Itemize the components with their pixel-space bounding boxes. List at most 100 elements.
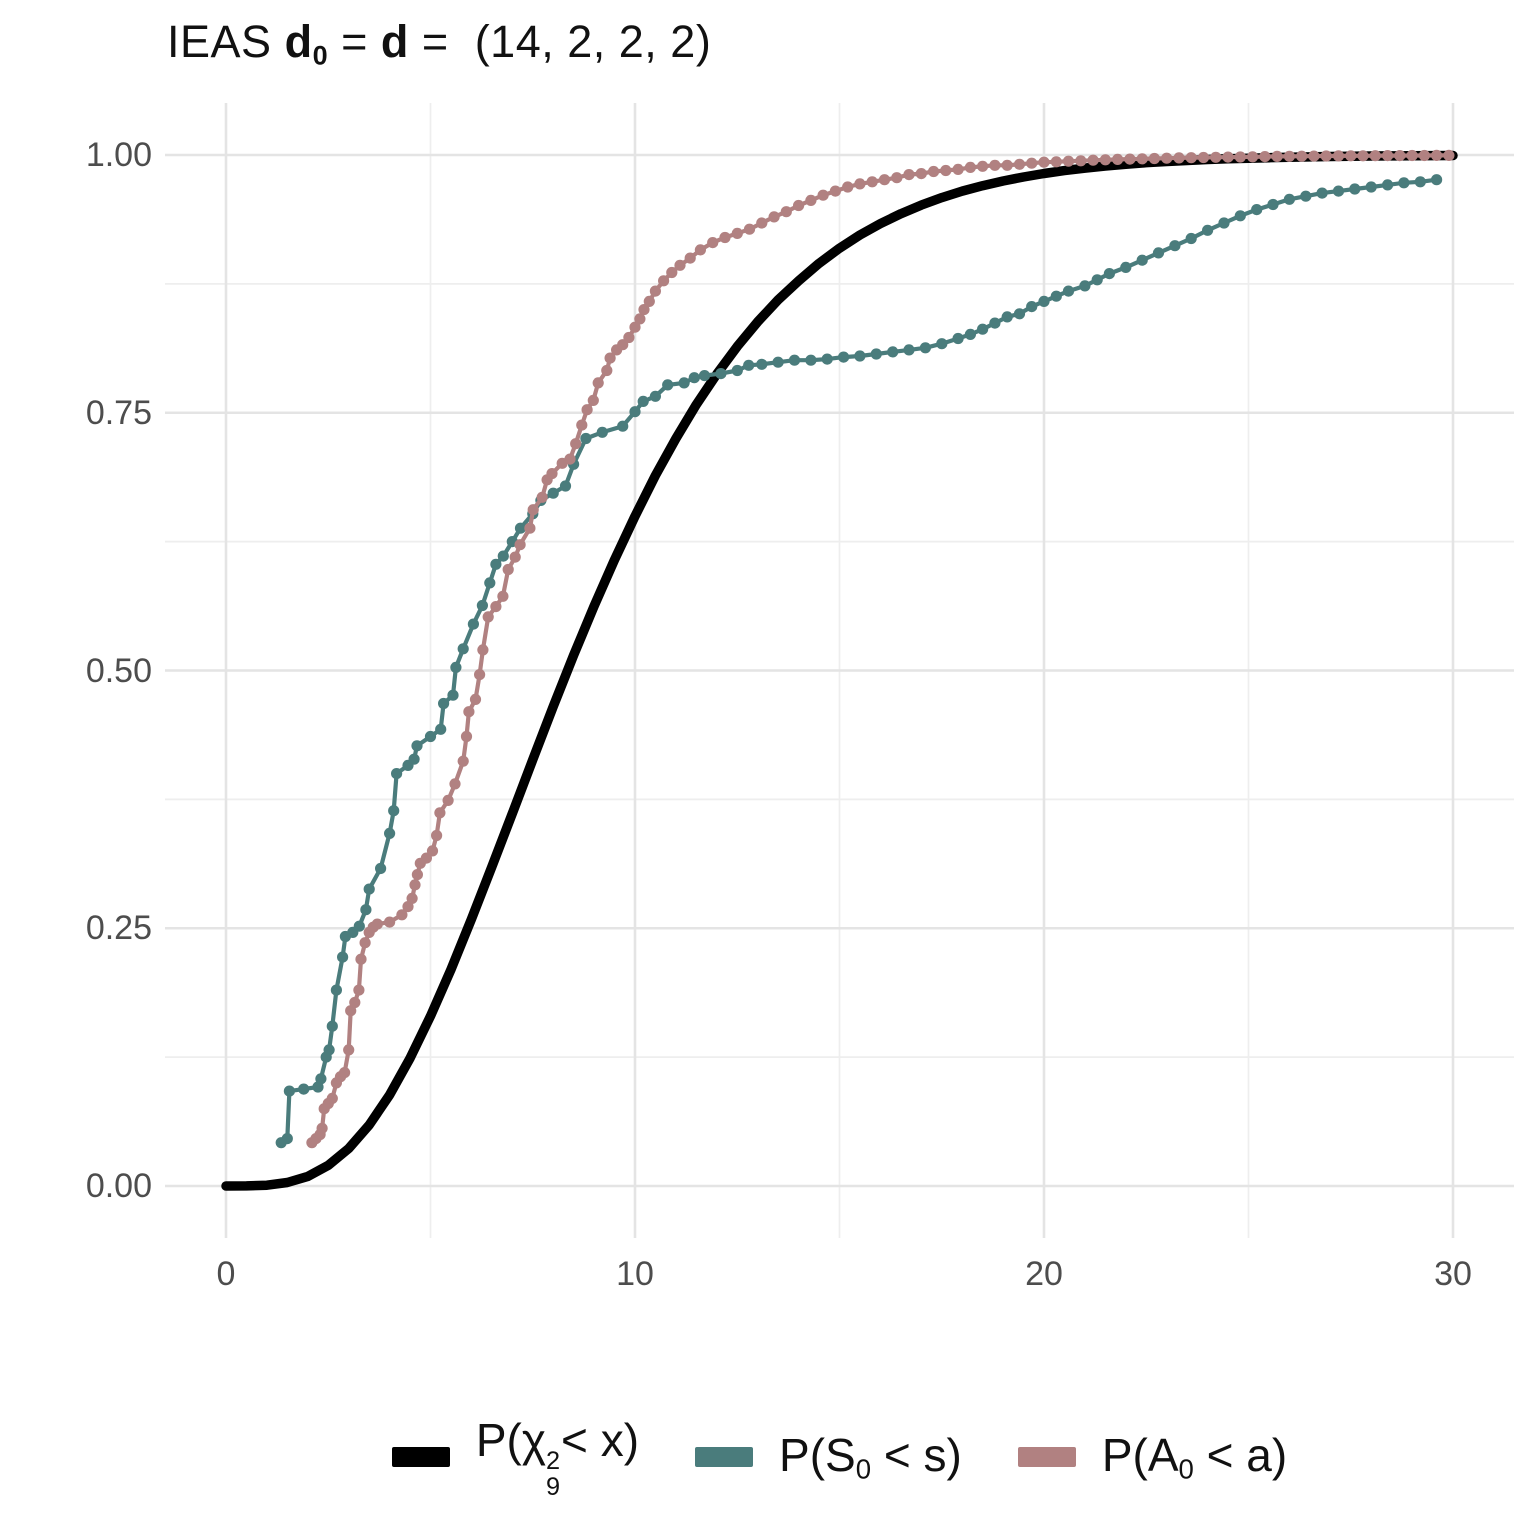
data-point: [977, 160, 989, 172]
data-point: [838, 351, 850, 363]
data-point: [281, 1133, 293, 1145]
data-point: [891, 172, 903, 184]
legend-label-s0: P(S0 < s): [779, 1429, 962, 1485]
data-point: [715, 368, 727, 380]
data-point: [1218, 217, 1230, 229]
data-point: [408, 753, 420, 765]
data-point: [1185, 152, 1197, 164]
data-point: [1169, 240, 1181, 252]
data-point: [707, 237, 719, 249]
data-point: [1345, 150, 1357, 162]
data-point: [434, 807, 446, 819]
data-point: [426, 845, 439, 857]
data-point: [592, 377, 604, 389]
data-point: [1332, 185, 1345, 197]
data-point: [1259, 151, 1271, 163]
data-point: [756, 217, 768, 229]
data-point: [1152, 247, 1165, 259]
data-point: [449, 778, 461, 790]
data-point: [1136, 153, 1148, 165]
data-point: [1382, 179, 1394, 191]
data-point: [854, 178, 866, 190]
legend: P(χ 2 9 < x) P(S0 < s) P(A0 < a): [165, 1412, 1514, 1502]
data-point: [854, 350, 866, 362]
y-tick-label: 1.00: [85, 136, 152, 174]
data-point: [915, 168, 927, 180]
data-point: [638, 304, 650, 316]
data-point: [457, 755, 469, 767]
data-point: [339, 1067, 351, 1079]
data-point: [527, 504, 539, 516]
data-point: [384, 916, 396, 928]
data-point: [1013, 308, 1026, 320]
data-point: [384, 827, 396, 840]
data-point: [731, 227, 743, 239]
data-point: [570, 438, 582, 450]
data-point: [396, 909, 408, 921]
data-point: [1283, 193, 1295, 205]
data-point: [467, 618, 479, 630]
data-point: [743, 223, 756, 235]
data-point: [940, 164, 952, 177]
data-point: [743, 359, 755, 371]
data-point: [1038, 295, 1050, 307]
data-point: [1075, 155, 1087, 167]
data-point: [391, 768, 403, 780]
data-point: [1369, 150, 1381, 162]
data-point: [719, 231, 731, 244]
data-point: [1251, 204, 1263, 216]
data-point: [768, 211, 780, 223]
x-tick-label: 30: [1434, 1255, 1472, 1293]
data-point: [1414, 176, 1426, 188]
data-point: [343, 1044, 355, 1056]
data-point: [587, 394, 599, 406]
data-point: [1357, 150, 1369, 162]
data-point: [1120, 261, 1132, 273]
data-point: [842, 181, 854, 193]
legend-swatch-chi2: [391, 1446, 450, 1467]
data-point: [1038, 156, 1050, 168]
data-point: [497, 550, 509, 562]
data-point: [662, 379, 674, 391]
y-tick-label: 0.00: [85, 1167, 152, 1205]
data-point: [1185, 232, 1197, 245]
data-point: [536, 491, 548, 503]
data-point: [580, 432, 592, 445]
data-point: [629, 406, 641, 418]
data-point: [1124, 153, 1136, 165]
data-point: [1382, 150, 1394, 162]
data-point: [870, 348, 882, 360]
data-point: [866, 176, 878, 188]
data-point: [688, 372, 700, 384]
y-tick-label: 0.75: [85, 393, 152, 432]
data-point: [684, 252, 696, 264]
data-point: [772, 356, 784, 368]
data-point: [326, 1092, 338, 1104]
data-point: [989, 159, 1001, 171]
data-point: [1418, 149, 1430, 162]
data-point: [431, 829, 443, 842]
plot-panel: [165, 103, 1514, 1238]
x-tick-label: 20: [1025, 1255, 1063, 1293]
data-point: [411, 740, 423, 752]
series-s0-line: [279, 177, 1439, 1145]
data-point: [1320, 150, 1332, 162]
data-point: [457, 643, 469, 655]
data-point: [1394, 150, 1406, 162]
data-point: [698, 370, 711, 382]
data-point: [371, 918, 383, 930]
data-point: [887, 346, 899, 358]
data-point: [576, 419, 588, 431]
data-point: [1234, 210, 1246, 222]
data-point: [878, 174, 891, 186]
data-point: [919, 342, 932, 354]
data-point: [337, 951, 349, 963]
data-point: [952, 332, 964, 345]
data-point: [447, 689, 459, 701]
data-point: [1001, 311, 1013, 323]
data-point: [1332, 150, 1345, 162]
data-point: [817, 189, 829, 201]
data-point: [1136, 254, 1148, 266]
